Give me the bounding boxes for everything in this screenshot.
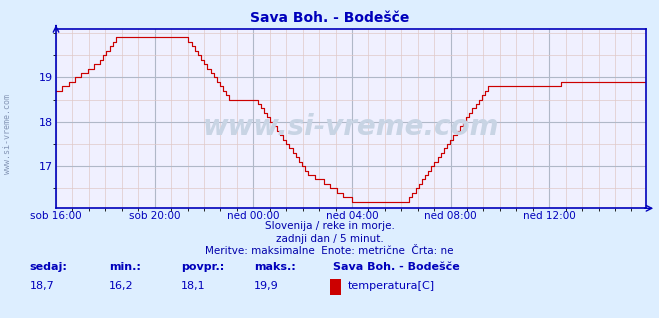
Text: Sava Boh. - Bodešče: Sava Boh. - Bodešče <box>333 262 459 272</box>
Text: www.si-vreme.com: www.si-vreme.com <box>203 114 499 142</box>
Text: 18,7: 18,7 <box>30 281 55 291</box>
Text: www.si-vreme.com: www.si-vreme.com <box>3 93 13 174</box>
Text: Meritve: maksimalne  Enote: metrične  Črta: ne: Meritve: maksimalne Enote: metrične Črta… <box>205 246 454 256</box>
Text: 18,1: 18,1 <box>181 281 206 291</box>
Text: Sava Boh. - Bodešče: Sava Boh. - Bodešče <box>250 11 409 25</box>
Text: zadnji dan / 5 minut.: zadnji dan / 5 minut. <box>275 234 384 244</box>
Text: 19,9: 19,9 <box>254 281 279 291</box>
Text: temperatura[C]: temperatura[C] <box>348 281 435 291</box>
Text: maks.:: maks.: <box>254 262 295 272</box>
Text: povpr.:: povpr.: <box>181 262 225 272</box>
Text: 16,2: 16,2 <box>109 281 133 291</box>
Text: sedaj:: sedaj: <box>30 262 67 272</box>
Text: Slovenija / reke in morje.: Slovenija / reke in morje. <box>264 221 395 231</box>
Text: min.:: min.: <box>109 262 140 272</box>
